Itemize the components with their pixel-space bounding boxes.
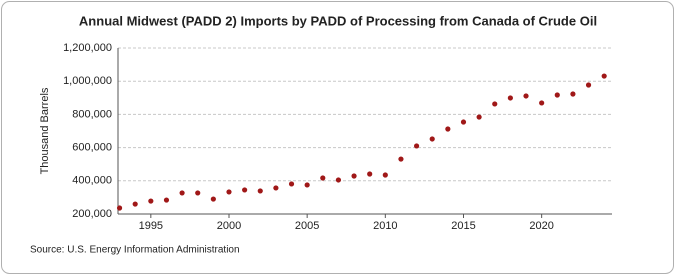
point <box>476 114 482 120</box>
y-tick-label: 800,000 <box>72 108 112 120</box>
x-tick-label: 2010 <box>373 220 397 232</box>
point <box>429 136 435 142</box>
y-tick-label: 1,200,000 <box>63 42 112 54</box>
y-axis-label: Thousand Barrels <box>39 87 51 174</box>
point <box>273 185 279 191</box>
point <box>585 82 592 88</box>
point <box>257 188 263 194</box>
point <box>492 101 498 107</box>
point <box>210 196 216 202</box>
point <box>445 126 451 132</box>
point <box>523 93 529 99</box>
point <box>116 205 123 211</box>
x-tick-label: 2000 <box>217 220 241 232</box>
point <box>132 201 138 207</box>
point <box>351 173 357 179</box>
point <box>335 177 342 183</box>
point <box>195 190 201 196</box>
point <box>320 175 326 181</box>
source: Source: U.S. Energy Information Administ… <box>30 245 240 256</box>
y-tick-label: 200,000 <box>72 208 112 220</box>
point <box>539 100 545 106</box>
point <box>570 91 576 97</box>
point <box>413 143 420 149</box>
point <box>288 181 295 187</box>
x-tick-label: 2005 <box>295 220 319 232</box>
point <box>304 182 310 188</box>
point <box>554 92 560 98</box>
point <box>507 95 513 101</box>
y-tick-label: 1,000,000 <box>63 75 112 87</box>
x-tick-label: 2015 <box>451 220 475 232</box>
x-tick-label: 1995 <box>139 220 163 232</box>
point <box>367 171 373 177</box>
y-tick-label: 600,000 <box>72 142 112 154</box>
point <box>148 198 154 204</box>
point <box>382 172 388 178</box>
point <box>601 73 607 79</box>
point <box>398 156 404 162</box>
point <box>226 189 232 195</box>
x-tick-label: 2020 <box>529 220 553 232</box>
point <box>242 187 248 193</box>
y-tick-label: 400,000 <box>72 175 112 187</box>
point <box>163 197 170 203</box>
chart-title: Annual Midwest (PADD 2) Imports by PADD … <box>79 13 597 28</box>
point <box>460 119 467 125</box>
point <box>179 190 185 196</box>
